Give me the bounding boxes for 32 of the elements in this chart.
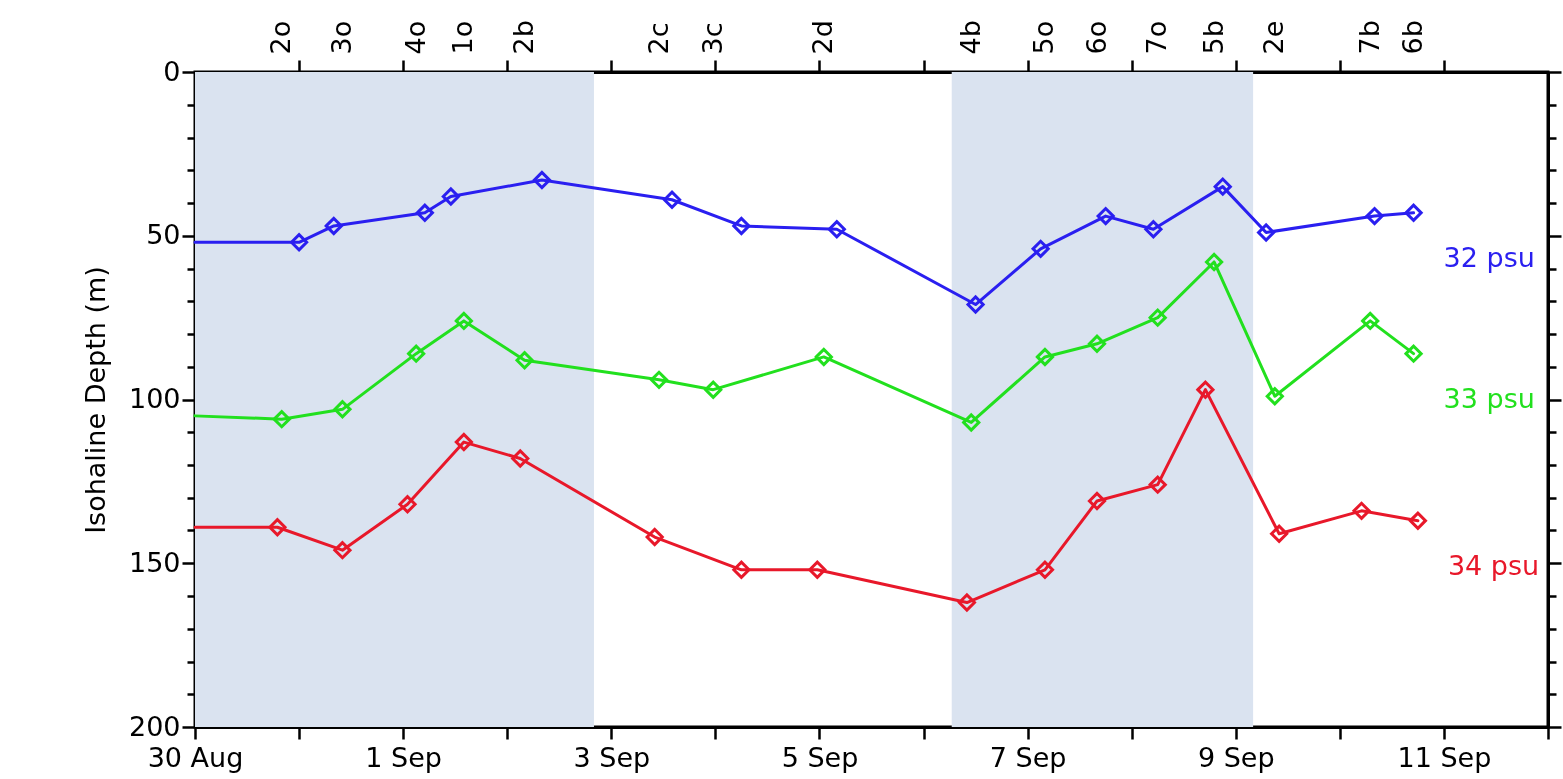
- x-tick-label: 1 Sep: [365, 741, 442, 773]
- x2-tick-label: 1o: [447, 20, 479, 55]
- series-label: 32 psu: [1443, 241, 1535, 273]
- series-label: 34 psu: [1447, 549, 1540, 581]
- y-tick-label: 50: [146, 219, 181, 251]
- x2-tick-label: 2b: [508, 20, 540, 55]
- x2-tick-label: 2d: [807, 20, 839, 55]
- x2-tick-label: 7b: [1353, 20, 1385, 55]
- x-tick-label: 11 Sep: [1397, 741, 1492, 773]
- x2-tick-label: 6b: [1397, 20, 1429, 55]
- x2-tick-label: 3o: [325, 20, 357, 55]
- x2-tick-label: 7o: [1141, 20, 1173, 55]
- x2-tick-label: 2c: [642, 22, 674, 55]
- y-tick-label: 100: [128, 383, 181, 414]
- x2-tick-label: 6o: [1080, 20, 1112, 55]
- x-tick-label: 30 Aug: [147, 741, 244, 773]
- x2-tick-label: 4o: [399, 20, 431, 55]
- x2-tick-label: 3c: [696, 22, 728, 55]
- x-tick-label: 9 Sep: [1197, 741, 1275, 773]
- y-tick-label: 0: [163, 55, 181, 87]
- x2-tick-label: 2o: [265, 20, 297, 55]
- x2-tick-label: 5o: [1028, 20, 1060, 55]
- x2-tick-label: 5b: [1197, 20, 1229, 55]
- x-tick-label: 7 Sep: [989, 741, 1067, 773]
- x-tick-label: 5 Sep: [781, 741, 859, 773]
- y-tick-label: 150: [128, 546, 181, 578]
- series-label: 33 psu: [1443, 382, 1535, 414]
- x2-tick-label: 2e: [1258, 20, 1290, 55]
- y-tick-label: 200: [128, 710, 181, 742]
- x2-tick-label: 4b: [954, 20, 986, 55]
- y-axis-title: Isohaline Depth (m): [79, 266, 111, 534]
- x-tick-label: 3 Sep: [573, 741, 651, 773]
